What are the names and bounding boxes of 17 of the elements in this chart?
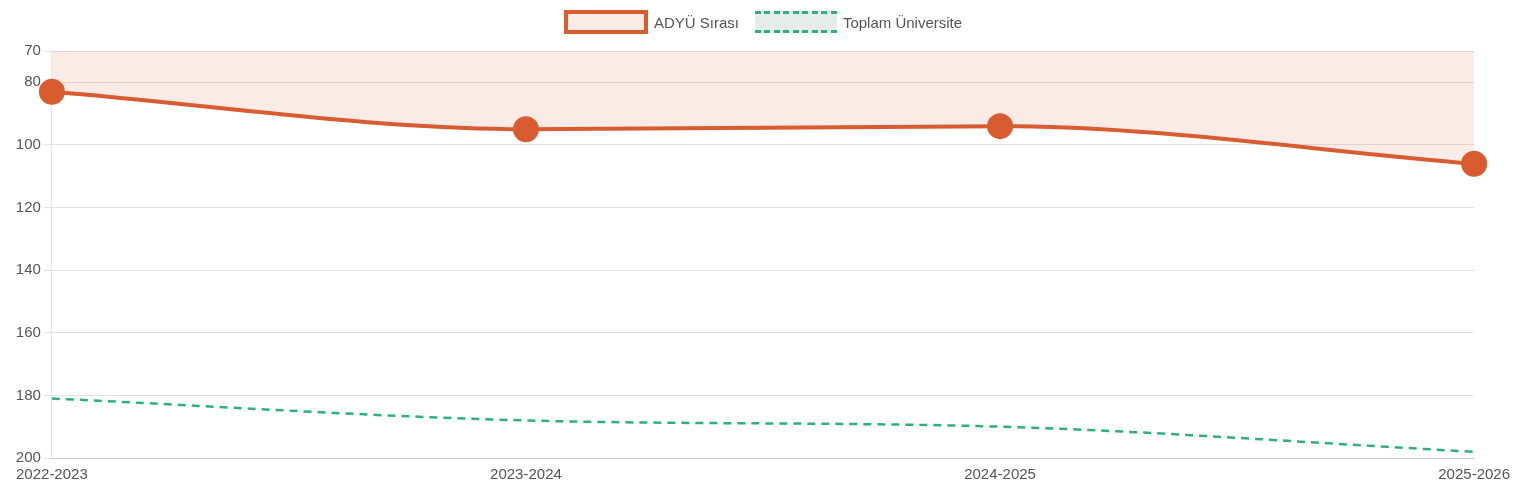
y-tick-label: 140: [15, 260, 41, 278]
x-tick-label: 2023-2024: [490, 465, 562, 483]
x-tick-label: 2025-2026: [1438, 465, 1510, 483]
series-label: ADYÜ Sırası: [653, 13, 739, 31]
point: [987, 113, 1014, 140]
y-tick-label: 70: [24, 41, 41, 59]
point: [1461, 150, 1488, 177]
y-tick-label: 200: [15, 448, 41, 466]
y-tick-label: 180: [15, 385, 41, 403]
y-tick-label: 120: [15, 197, 41, 215]
x-tick-label: 2022-2023: [16, 465, 88, 483]
y-tick-label: 100: [15, 135, 41, 153]
y-tick-label: 160: [15, 322, 41, 340]
legend-label: Toplam Üniversite: [842, 13, 963, 31]
y-tick-label: 80: [24, 72, 41, 90]
x-tick-label: 2024-2025: [964, 465, 1036, 483]
point: [512, 116, 539, 143]
